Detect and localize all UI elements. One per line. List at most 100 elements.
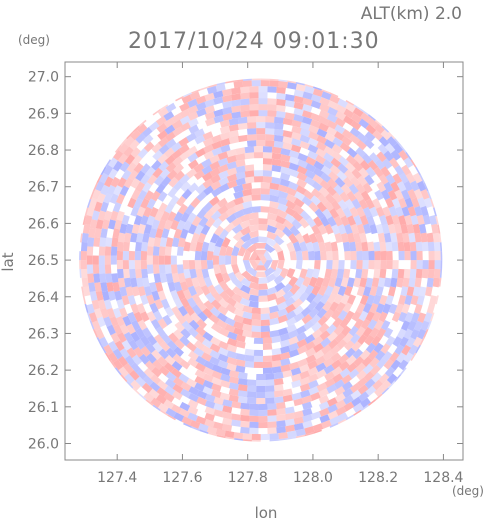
- radar-cell: [198, 423, 209, 432]
- radar-cell: [165, 273, 174, 284]
- radar-cell: [416, 250, 423, 261]
- y-tick-label: 26.7: [28, 180, 59, 196]
- radar-cell: [165, 138, 177, 149]
- radar-cell: [319, 97, 330, 106]
- radar-cell: [240, 277, 252, 288]
- radar-cell: [432, 232, 440, 243]
- radar-cell: [320, 344, 332, 355]
- radar-cell: [117, 355, 129, 367]
- x-axis-title: lon: [255, 504, 278, 521]
- radar-cell: [272, 267, 283, 278]
- radar-cell: [164, 354, 176, 366]
- radar-cell: [350, 333, 361, 345]
- radar-cell: [111, 237, 119, 247]
- radar-cell: [426, 303, 435, 314]
- radar-cell: [149, 381, 161, 392]
- radar-cell: [273, 134, 284, 143]
- radar-cell: [346, 277, 355, 288]
- radar-cell: [171, 113, 183, 123]
- radar-cell: [371, 277, 380, 288]
- radar-cell: [126, 323, 136, 335]
- radar-cell: [217, 360, 229, 369]
- radar-cell: [150, 374, 162, 385]
- radar-cell: [173, 91, 184, 102]
- radar-cell: [248, 288, 259, 296]
- y-axis: 26.026.126.226.326.426.526.626.726.826.9…: [28, 70, 463, 452]
- radar-cell: [172, 126, 184, 137]
- radar-cell: [359, 349, 371, 361]
- radar-cell: [226, 331, 238, 341]
- radar-cell: [349, 382, 361, 394]
- radar-cell: [216, 319, 228, 330]
- radar-cell: [173, 281, 183, 292]
- radar-cell: [394, 344, 405, 356]
- radar-cell: [313, 216, 324, 228]
- radar-cell: [293, 416, 304, 425]
- radar-cell: [163, 392, 175, 403]
- radar-cell: [152, 264, 160, 274]
- radar-cell: [408, 344, 419, 356]
- radar-cell: [179, 150, 191, 161]
- radar-cell: [310, 314, 321, 325]
- radar-cell: [157, 136, 169, 148]
- radar-cell: [296, 345, 308, 355]
- radar-cell: [188, 260, 196, 270]
- radar-cell: [202, 137, 214, 147]
- radar-cell: [416, 295, 425, 306]
- radar-cell: [332, 373, 344, 384]
- radar-cell: [242, 317, 253, 326]
- radar-cell: [241, 239, 252, 250]
- x-unit-label: (deg): [452, 484, 484, 498]
- radar-cell: [344, 250, 351, 261]
- radar-cell: [394, 189, 404, 201]
- radar-cell: [276, 414, 286, 422]
- radar-cell: [231, 223, 243, 234]
- radar-cell: [211, 370, 222, 380]
- radar-cell: [119, 348, 130, 359]
- radar-cell: [271, 158, 282, 167]
- radar-cell: [316, 201, 328, 213]
- radar-cell: [187, 285, 197, 297]
- radar-cell: [233, 196, 244, 206]
- y-tick-label: 26.3: [28, 326, 59, 342]
- radar-cell: [325, 193, 336, 204]
- radar-cell: [288, 233, 299, 244]
- radar-cell: [315, 355, 326, 366]
- radar-cell: [187, 327, 199, 338]
- radar-cell: [439, 268, 443, 279]
- radar-cell: [265, 391, 275, 399]
- radar-cell: [360, 190, 371, 202]
- radar-cell: [183, 312, 194, 324]
- radar-cell: [165, 161, 177, 173]
- radar-cell: [97, 210, 106, 221]
- radar-cell: [301, 395, 313, 404]
- radar-cell: [296, 338, 308, 349]
- radar-cell: [353, 191, 364, 202]
- radar-cell: [396, 352, 407, 364]
- radar-cell: [212, 245, 221, 256]
- radar-cell: [269, 329, 280, 338]
- radar-cell: [135, 327, 146, 339]
- radar-cell: [213, 108, 224, 118]
- radar-cell: [412, 172, 423, 184]
- radar-cell: [350, 389, 362, 400]
- radar-cell: [104, 264, 112, 274]
- radar-cell: [353, 409, 365, 420]
- radar-cell: [146, 264, 154, 275]
- radar-cell: [319, 414, 330, 424]
- radar-cell: [278, 78, 289, 83]
- radar-cell: [356, 286, 366, 297]
- radar-cell: [200, 224, 211, 236]
- radar-cell: [154, 210, 164, 222]
- radar-cell: [338, 353, 350, 365]
- radar-cell: [226, 155, 237, 164]
- radar-cell: [273, 371, 284, 380]
- radar-cell: [319, 179, 331, 190]
- radar-cell: [276, 92, 286, 100]
- radar-cell: [142, 277, 150, 288]
- radar-cell: [179, 408, 190, 418]
- radar-cell: [282, 226, 293, 237]
- radar-cell: [176, 289, 186, 301]
- radar-cell: [119, 161, 130, 173]
